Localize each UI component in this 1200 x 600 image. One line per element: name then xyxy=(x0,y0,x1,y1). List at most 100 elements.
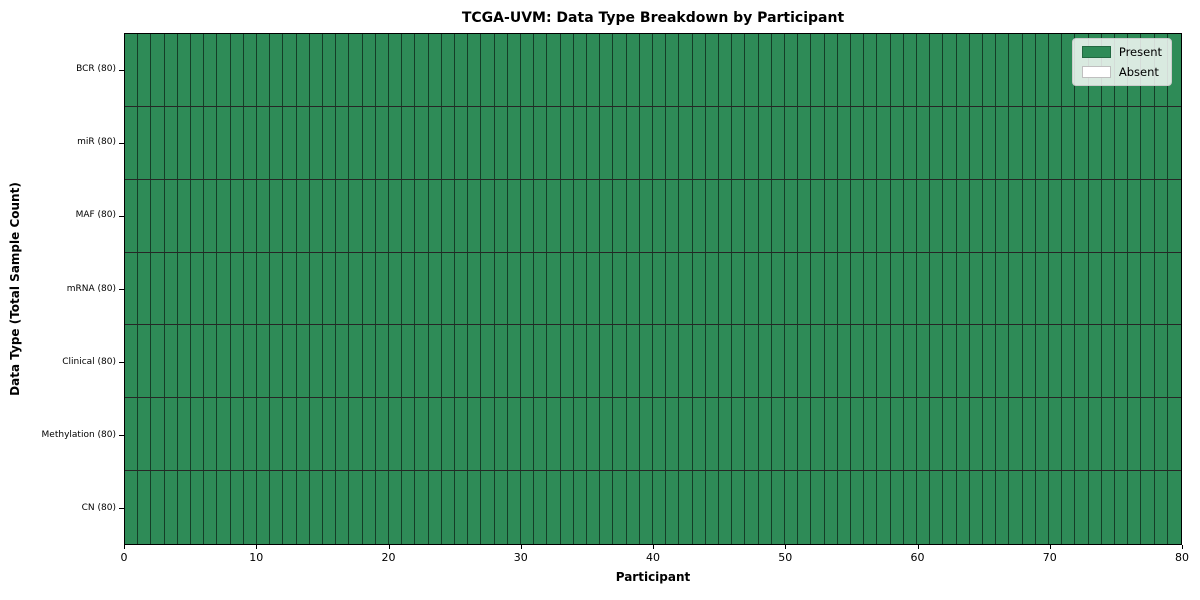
heatmap-cell xyxy=(256,34,271,106)
y-tick-mark xyxy=(119,289,124,290)
heatmap-cell xyxy=(969,34,983,106)
heatmap-cell xyxy=(415,398,429,471)
x-tick-label: 0 xyxy=(120,551,128,564)
heatmap-cell xyxy=(362,34,376,106)
heatmap-cell xyxy=(151,252,165,325)
heatmap-cell xyxy=(903,252,917,325)
heatmap-cell xyxy=(943,106,957,179)
heatmap-cell xyxy=(547,471,561,544)
heatmap-cell xyxy=(230,179,244,252)
heatmap-cell xyxy=(573,252,587,325)
heatmap-cell xyxy=(1167,106,1181,179)
heatmap-cell xyxy=(230,471,244,544)
heatmap-cell xyxy=(613,106,627,179)
heatmap-cell xyxy=(362,325,376,398)
heatmap-cell xyxy=(230,106,244,179)
heatmap-cell xyxy=(784,252,799,325)
heatmap-cell xyxy=(1035,471,1049,544)
heatmap-cell xyxy=(322,252,337,325)
heatmap-cell xyxy=(520,106,535,179)
heatmap-cell xyxy=(1062,106,1076,179)
heatmap-cell xyxy=(336,106,350,179)
heatmap-cell xyxy=(415,34,429,106)
heatmap-cell xyxy=(164,34,178,106)
heatmap-cell xyxy=(930,106,944,179)
heatmap-cell xyxy=(1022,471,1036,544)
heatmap-cell xyxy=(982,252,997,325)
legend-label: Absent xyxy=(1118,65,1159,79)
heatmap-cell xyxy=(441,252,455,325)
heatmap-cell xyxy=(718,398,733,471)
heatmap-cell xyxy=(890,325,904,398)
heatmap-cell xyxy=(375,106,389,179)
heatmap-cell xyxy=(1167,179,1181,252)
heatmap-cell xyxy=(468,325,482,398)
heatmap-cell xyxy=(507,471,521,544)
heatmap-cell xyxy=(534,34,548,106)
heatmap-cell xyxy=(890,106,904,179)
heatmap-cell xyxy=(798,325,812,398)
heatmap-cell xyxy=(547,34,561,106)
heatmap-cell xyxy=(956,398,970,471)
heatmap-cell xyxy=(692,179,706,252)
heatmap-cell xyxy=(507,34,521,106)
heatmap-cell xyxy=(1022,325,1036,398)
heatmap-cell xyxy=(270,398,284,471)
heatmap-cell xyxy=(705,34,719,106)
heatmap-cell xyxy=(283,179,297,252)
heatmap-cell xyxy=(270,325,284,398)
heatmap-cell xyxy=(943,325,957,398)
heatmap-cell xyxy=(1141,398,1155,471)
heatmap-cell xyxy=(1035,325,1049,398)
heatmap-cell xyxy=(204,325,218,398)
heatmap-cell xyxy=(507,325,521,398)
heatmap-cell xyxy=(1128,471,1142,544)
y-tick-label: mRNA (80) xyxy=(66,283,116,294)
x-tick-label: 30 xyxy=(513,551,528,564)
heatmap-cell xyxy=(969,325,983,398)
heatmap-cell xyxy=(349,34,363,106)
heatmap-cell xyxy=(903,471,917,544)
heatmap-cell xyxy=(600,34,614,106)
heatmap-cell xyxy=(771,179,785,252)
heatmap-cell xyxy=(296,471,310,544)
heatmap-cell xyxy=(1154,325,1168,398)
heatmap-cell xyxy=(1035,106,1049,179)
heatmap-cell xyxy=(534,179,548,252)
heatmap-cell xyxy=(322,34,337,106)
heatmap-cell xyxy=(586,34,601,106)
heatmap-row xyxy=(125,179,1181,253)
heatmap-cell xyxy=(758,179,772,252)
heatmap-cell xyxy=(626,398,640,471)
heatmap-cell xyxy=(850,179,865,252)
heatmap-cell xyxy=(1062,398,1076,471)
heatmap-cell xyxy=(837,106,851,179)
heatmap-cell xyxy=(679,398,693,471)
heatmap-cell xyxy=(1128,252,1142,325)
heatmap-cell xyxy=(309,325,323,398)
heatmap-cell xyxy=(916,34,931,106)
heatmap-cell xyxy=(520,179,535,252)
heatmap-cell xyxy=(494,325,508,398)
heatmap-cell xyxy=(441,106,455,179)
heatmap-cell xyxy=(151,179,165,252)
heatmap-cell xyxy=(586,325,601,398)
heatmap-cell xyxy=(1009,471,1023,544)
heatmap-cell xyxy=(270,252,284,325)
heatmap-cell xyxy=(164,471,178,544)
y-tick-mark xyxy=(119,508,124,510)
heatmap-cell xyxy=(388,471,403,544)
heatmap-cell xyxy=(613,325,627,398)
heatmap-cell xyxy=(930,325,944,398)
heatmap-cell xyxy=(560,179,574,252)
heatmap-cell xyxy=(956,325,970,398)
heatmap-cell xyxy=(1035,34,1049,106)
heatmap-cell xyxy=(230,398,244,471)
heatmap-cell xyxy=(243,471,257,544)
heatmap-cell xyxy=(151,471,165,544)
heatmap-cell xyxy=(890,398,904,471)
heatmap-cell xyxy=(388,325,403,398)
heatmap-cell xyxy=(1022,179,1036,252)
heatmap-cell xyxy=(613,471,627,544)
